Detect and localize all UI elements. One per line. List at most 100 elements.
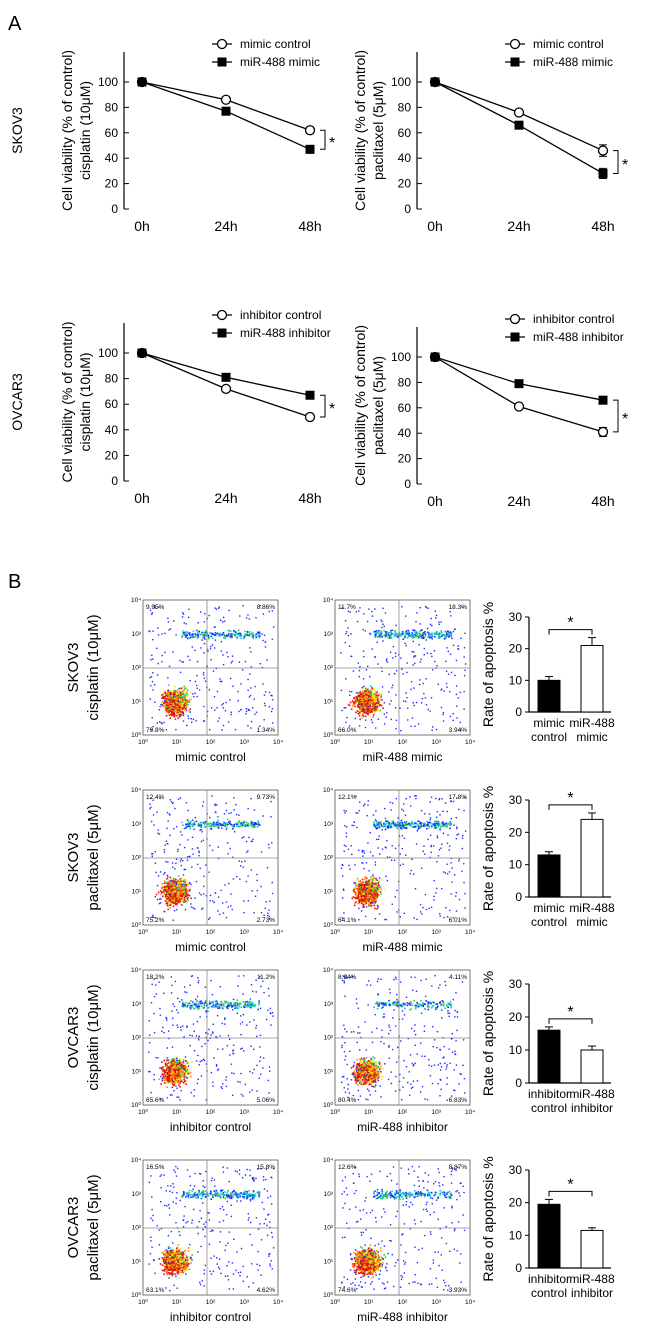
- dot: [156, 898, 159, 901]
- dot: [256, 873, 258, 876]
- quadrant-ll: 79.8%: [146, 727, 165, 734]
- dot: [376, 691, 378, 693]
- dot: [367, 707, 369, 709]
- dot: [179, 831, 182, 833]
- dot: [180, 701, 182, 703]
- dot: [172, 877, 175, 880]
- dot: [355, 700, 358, 702]
- dot: [344, 707, 347, 709]
- x-tick-label: 0h: [427, 493, 443, 509]
- dot: [431, 632, 433, 635]
- dot: [367, 710, 369, 713]
- dot: [176, 881, 178, 883]
- dot: [430, 653, 432, 655]
- dot: [209, 822, 212, 825]
- dot: [256, 889, 259, 892]
- dot: [369, 699, 372, 702]
- dot: [195, 720, 197, 722]
- dot: [177, 798, 180, 800]
- dot: [243, 900, 245, 902]
- dot: [243, 636, 246, 638]
- dot: [180, 888, 182, 891]
- dot: [169, 899, 172, 901]
- y-axis-title: paclitaxel (5μM): [370, 356, 386, 455]
- dot: [245, 633, 247, 636]
- dot: [437, 632, 439, 635]
- dot: [355, 895, 358, 898]
- dot: [217, 846, 220, 848]
- dot: [183, 685, 186, 688]
- x-tick-label: 10⁰: [138, 928, 148, 936]
- dot: [223, 620, 226, 622]
- dot: [359, 691, 362, 693]
- dot: [159, 871, 162, 873]
- dot: [239, 878, 241, 880]
- dot: [234, 728, 237, 731]
- dot: [151, 717, 153, 719]
- dot: [348, 694, 351, 696]
- dot: [376, 707, 379, 710]
- dot: [422, 637, 425, 640]
- dot: [395, 719, 398, 722]
- dot: [164, 893, 167, 896]
- dot: [254, 822, 256, 825]
- y-tick-label: 10¹: [132, 698, 142, 705]
- dot: [223, 822, 225, 825]
- dot: [381, 686, 384, 688]
- data-point-filled-square: [598, 168, 608, 178]
- dot: [392, 645, 395, 648]
- dot: [351, 700, 354, 702]
- dot: [451, 637, 453, 640]
- dot: [252, 823, 254, 826]
- dot: [380, 698, 382, 701]
- dot: [169, 717, 172, 719]
- dot: [183, 901, 185, 904]
- dot: [170, 709, 173, 712]
- dot: [369, 884, 371, 887]
- dot: [196, 634, 199, 636]
- dot: [187, 715, 189, 717]
- dot: [195, 880, 198, 883]
- dot: [371, 700, 373, 702]
- dot: [186, 637, 189, 640]
- dot: [170, 706, 172, 709]
- dot: [394, 652, 397, 654]
- dot: [421, 637, 423, 639]
- dot: [384, 636, 387, 638]
- dot: [352, 701, 355, 704]
- dot: [171, 901, 174, 904]
- dot: [243, 821, 245, 824]
- dot: [167, 677, 169, 679]
- dot: [377, 631, 379, 633]
- dot: [180, 713, 183, 716]
- dot: [434, 660, 436, 663]
- dot: [369, 695, 372, 698]
- dot: [461, 606, 464, 608]
- dot: [244, 633, 246, 636]
- dot: [443, 637, 446, 640]
- dot: [225, 701, 227, 704]
- dot: [166, 888, 169, 891]
- dot: [163, 886, 166, 888]
- dot: [225, 916, 228, 919]
- dot: [376, 704, 378, 706]
- dot: [464, 632, 466, 635]
- dot: [201, 805, 204, 807]
- dot: [168, 694, 170, 697]
- dot: [164, 705, 166, 708]
- dot: [184, 703, 187, 706]
- dot: [197, 622, 199, 624]
- dot: [446, 647, 448, 649]
- dot: [264, 704, 266, 707]
- dot: [367, 711, 369, 714]
- dot: [169, 891, 172, 894]
- dot: [376, 892, 378, 894]
- dot: [404, 634, 407, 636]
- dot: [170, 702, 173, 704]
- dot: [401, 632, 403, 635]
- dot: [356, 893, 358, 896]
- dot: [369, 898, 371, 900]
- dot: [202, 671, 205, 674]
- dot: [207, 650, 209, 653]
- dot: [167, 691, 170, 693]
